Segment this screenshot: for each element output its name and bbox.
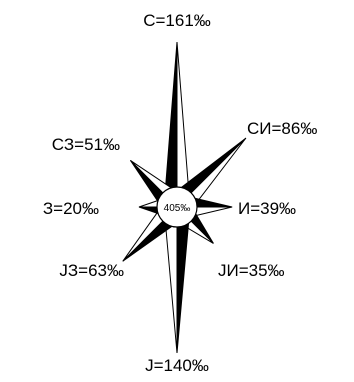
label-ne: СИ=86‰ xyxy=(247,119,317,138)
label-se: JИ=35‰ xyxy=(218,261,285,280)
direction-labels: С=161‰ СИ=86‰ И=39‰ JИ=35‰ J=140‰ JЗ=63‰ З=20‰… xyxy=(43,11,317,375)
center-total-label: 405‰ xyxy=(164,203,191,214)
label-w: З=20‰ xyxy=(43,199,99,218)
label-sw: JЗ=63‰ xyxy=(59,261,124,280)
label-s: J=140‰ xyxy=(145,356,209,375)
spike-s-dark-half xyxy=(176,206,191,354)
label-e: И=39‰ xyxy=(238,199,296,218)
center-circle xyxy=(156,186,198,228)
spike-n-dark-half xyxy=(163,42,178,208)
label-nw: СЗ=51‰ xyxy=(52,135,120,154)
label-n: С=161‰ xyxy=(143,11,211,30)
